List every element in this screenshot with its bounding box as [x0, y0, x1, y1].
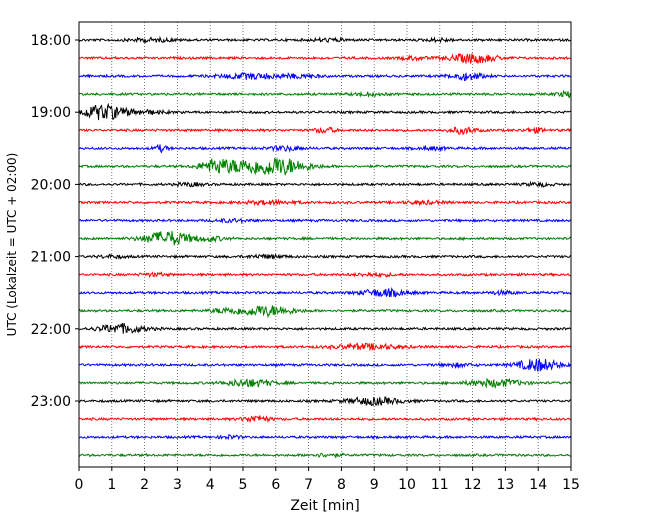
y-tick-label: 21:00: [31, 250, 71, 266]
trace-row-2130: [78, 286, 572, 298]
x-tick-label: 1: [107, 477, 116, 493]
x-tick-label: 4: [206, 477, 215, 493]
trace-row-2015: [78, 198, 572, 207]
trace-row-1830: [78, 71, 572, 81]
y-tick-label: 19:00: [31, 105, 71, 121]
trace-row-1915: [78, 126, 572, 135]
trace-row-2300: [78, 396, 572, 407]
trace-row-2245: [78, 377, 572, 389]
trace-row-2115: [78, 271, 572, 279]
y-tick-label: 20:00: [31, 177, 71, 193]
x-axis-label: Zeit [min]: [290, 498, 359, 514]
trace-row-2145: [78, 305, 572, 319]
trace-row-1945: [78, 157, 572, 176]
trace-row-1800: [78, 35, 572, 44]
x-tick-label: 6: [271, 477, 280, 493]
x-tick-label: 0: [75, 477, 84, 493]
trace-rows: [78, 35, 572, 459]
trace-row-1845: [78, 89, 572, 99]
x-tick-label: 8: [337, 477, 346, 493]
trace-row-1815: [78, 52, 572, 65]
grid-lines: [111, 22, 539, 467]
x-tick-label: 9: [370, 477, 379, 493]
x-tick-label: 13: [496, 477, 514, 493]
y-axis-label: UTC (Lokalzeit = UTC + 02:00): [5, 153, 19, 337]
x-tick-label: 15: [562, 477, 580, 493]
x-tick-label: 11: [431, 477, 449, 493]
trace-row-2345: [78, 452, 572, 459]
x-tick-label: 5: [239, 477, 248, 493]
x-tick-label: 7: [304, 477, 313, 493]
y-tick-label: 18:00: [31, 33, 71, 49]
trace-row-2315: [78, 415, 572, 424]
plot-frame: [78, 21, 572, 468]
trace-row-2330: [78, 433, 572, 441]
trace-row-2000: [78, 180, 572, 188]
x-tick-label: 3: [173, 477, 182, 493]
trace-row-1930: [78, 143, 572, 154]
trace-row-2030: [78, 217, 572, 225]
x-axis-ticks: 0 1 2 3 4 5 6 7 8 9 10 11 12 13 14 15: [75, 467, 580, 493]
x-tick-label: 12: [464, 477, 482, 493]
y-axis-ticks: 18:00 19:00 20:00 21:00 22:00 23:00: [31, 33, 79, 410]
trace-row-2230: [78, 358, 572, 372]
y-tick-label: 22:00: [31, 322, 71, 338]
x-tick-label: 10: [398, 477, 416, 493]
trace-row-1900: [78, 102, 572, 121]
y-tick-label: 23:00: [31, 394, 71, 410]
x-tick-label: 14: [529, 477, 547, 493]
trace-row-2200: [78, 322, 572, 334]
x-tick-label: 2: [140, 477, 149, 493]
trace-row-2100: [78, 253, 572, 260]
trace-row-2215: [78, 342, 572, 352]
trace-row-2045: [78, 231, 572, 246]
